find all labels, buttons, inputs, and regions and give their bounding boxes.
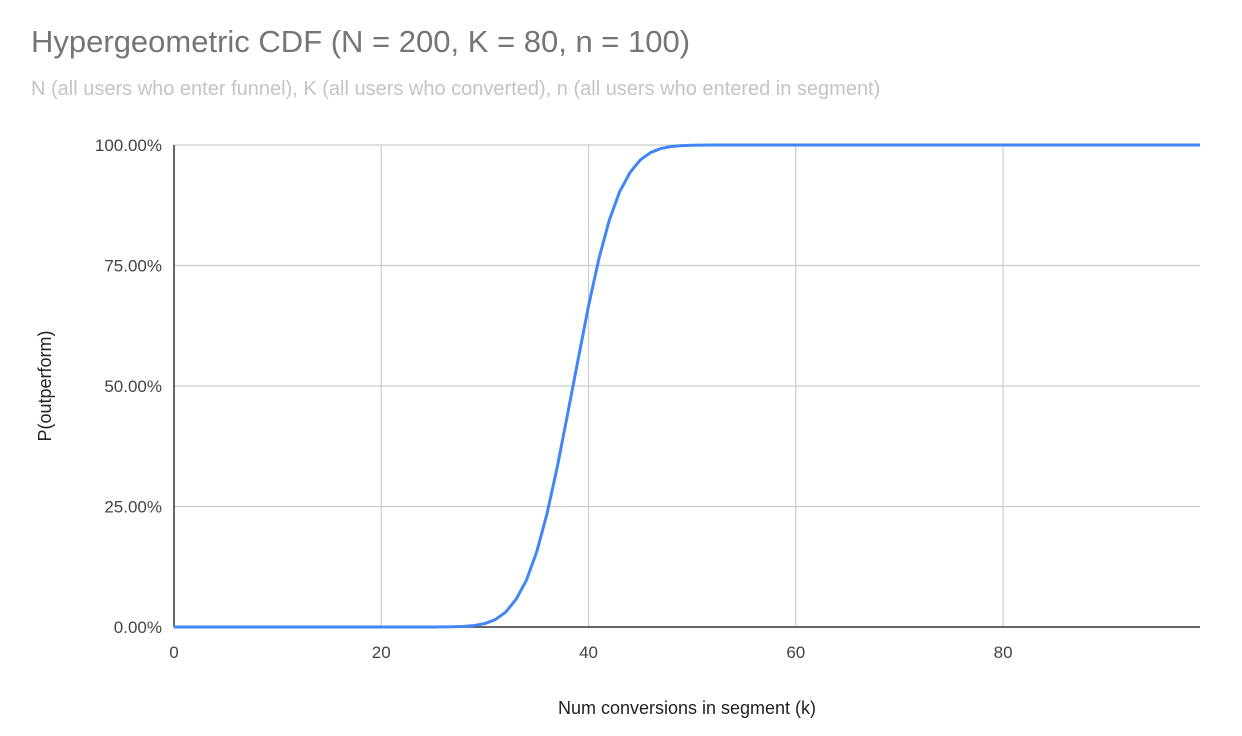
y-tick-label: 0.00% (114, 618, 162, 637)
y-tick-label: 25.00% (104, 498, 162, 517)
chart-subtitle: N (all users who enter funnel), K (all u… (31, 78, 881, 100)
x-tick-label: 80 (994, 643, 1013, 662)
tick-labels: 0 20 40 60 80 0.00% 25.00% 50.00% 75.00% 100.00% (95, 136, 1013, 662)
cdf-series-line (174, 143, 1200, 629)
y-axis-label: P(outperform) (35, 330, 55, 441)
y-tick-label: 50.00% (104, 377, 162, 396)
y-tick-label: 75.00% (104, 257, 162, 276)
y-tick-label: 100.00% (95, 136, 162, 155)
x-tick-label: 0 (169, 643, 178, 662)
gridlines (174, 144, 1200, 627)
x-tick-label: 60 (786, 643, 805, 662)
x-tick-label: 40 (579, 643, 598, 662)
x-tick-label: 20 (372, 643, 391, 662)
chart-title: Hypergeometric CDF (N = 200, K = 80, n =… (31, 24, 691, 59)
x-axis-label: Num conversions in segment (k) (558, 698, 816, 718)
